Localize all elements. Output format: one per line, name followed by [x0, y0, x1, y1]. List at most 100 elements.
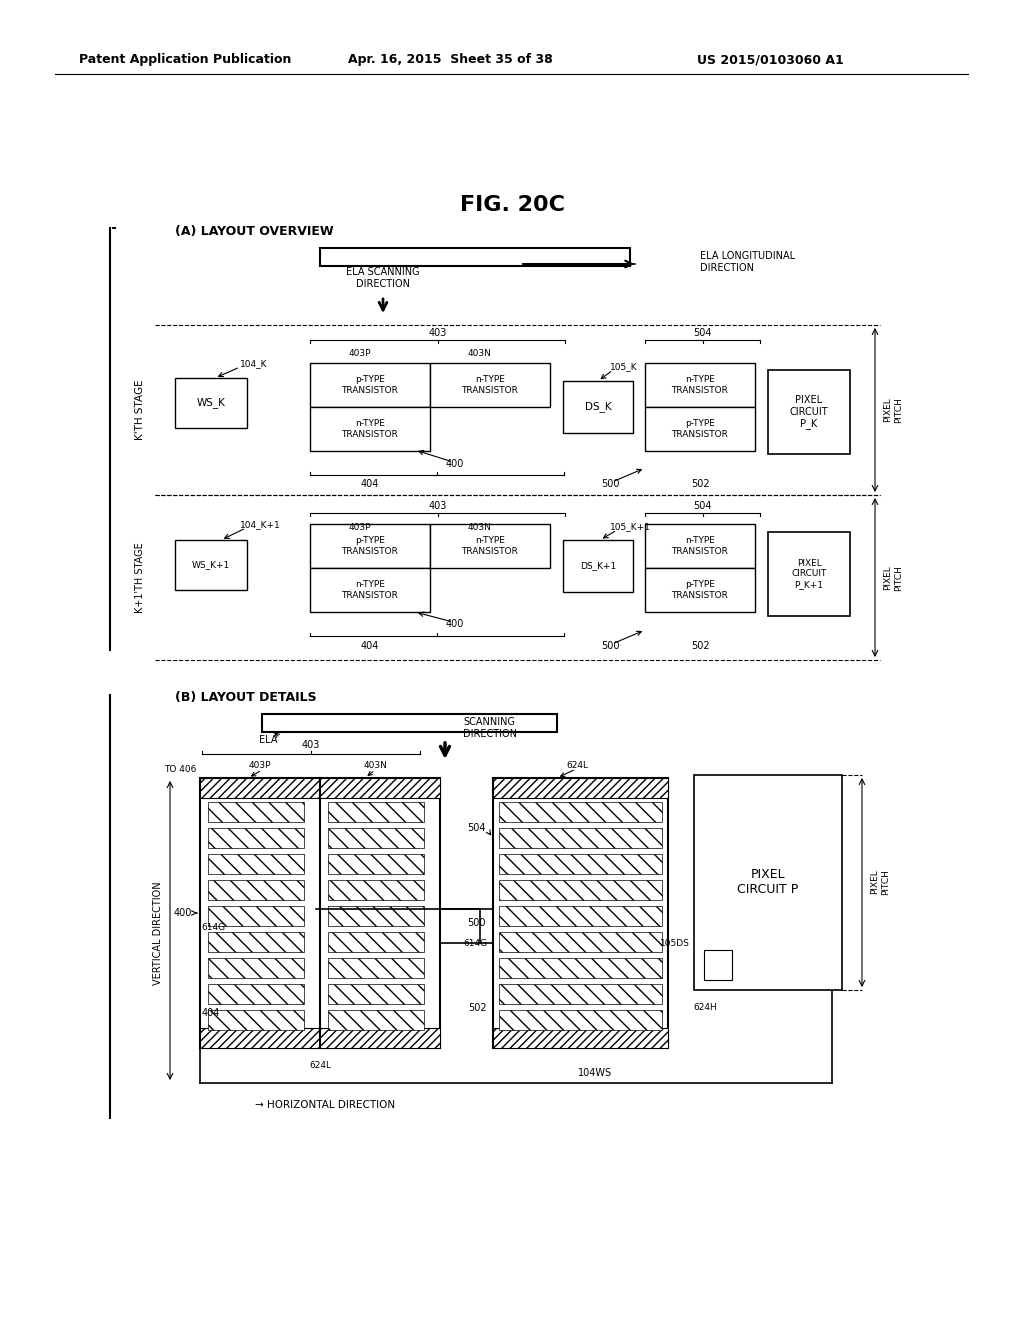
Bar — [499, 983, 662, 1005]
Bar — [328, 983, 424, 1005]
Bar — [563, 540, 633, 591]
Text: p-TYPE
TRANSISTOR: p-TYPE TRANSISTOR — [672, 581, 728, 599]
Text: VERTICAL DIRECTION: VERTICAL DIRECTION — [153, 882, 163, 985]
Bar — [200, 1028, 440, 1048]
Bar — [430, 363, 550, 407]
Bar — [328, 932, 424, 952]
Text: DS_K+1: DS_K+1 — [580, 561, 616, 570]
Text: p-TYPE
TRANSISTOR: p-TYPE TRANSISTOR — [342, 536, 398, 556]
Bar — [499, 906, 662, 927]
Bar — [208, 803, 304, 822]
Text: 502: 502 — [468, 1003, 487, 1012]
Text: 403P: 403P — [349, 350, 372, 359]
Text: 400: 400 — [174, 908, 193, 917]
Bar — [328, 880, 424, 900]
Bar — [208, 1010, 304, 1030]
Text: SCANNING
DIRECTION: SCANNING DIRECTION — [463, 717, 517, 739]
Bar — [499, 1010, 662, 1030]
Text: K+1'TH STAGE: K+1'TH STAGE — [135, 543, 145, 614]
Text: 404: 404 — [360, 479, 379, 488]
Bar — [499, 958, 662, 978]
Text: 104_K: 104_K — [240, 359, 267, 368]
Bar — [430, 524, 550, 568]
Bar — [499, 828, 662, 847]
Bar — [310, 363, 430, 407]
Text: 504: 504 — [468, 822, 486, 833]
Text: Patent Application Publication: Patent Application Publication — [79, 54, 291, 66]
Text: 403: 403 — [302, 741, 321, 750]
Bar — [694, 775, 842, 990]
Text: n-TYPE
TRANSISTOR: n-TYPE TRANSISTOR — [672, 536, 728, 556]
Bar — [208, 983, 304, 1005]
Text: 403N: 403N — [468, 350, 492, 359]
Text: PIXEL
PITCH: PIXEL PITCH — [884, 565, 903, 591]
Bar — [499, 854, 662, 874]
Text: 400: 400 — [445, 459, 464, 469]
Bar — [319, 248, 630, 267]
Text: n-TYPE
TRANSISTOR: n-TYPE TRANSISTOR — [342, 420, 398, 438]
Text: 502: 502 — [690, 479, 710, 488]
Text: 104WS: 104WS — [578, 1068, 612, 1078]
Text: 403: 403 — [428, 502, 446, 511]
Bar — [208, 880, 304, 900]
Bar — [768, 370, 850, 454]
Bar — [499, 803, 662, 822]
Text: ELA: ELA — [259, 735, 278, 744]
Text: n-TYPE
TRANSISTOR: n-TYPE TRANSISTOR — [462, 375, 518, 395]
Bar — [200, 777, 440, 799]
Text: 502: 502 — [690, 642, 710, 651]
Bar — [493, 777, 668, 1048]
Text: 105_K+1: 105_K+1 — [610, 523, 651, 532]
Text: 404: 404 — [202, 1008, 220, 1018]
Text: WS_K: WS_K — [197, 397, 225, 408]
Bar — [208, 828, 304, 847]
Bar — [705, 950, 732, 979]
Text: 105_K: 105_K — [610, 363, 638, 371]
Bar — [208, 854, 304, 874]
Text: K'TH STAGE: K'TH STAGE — [135, 380, 145, 441]
Text: PIXEL
CIRCUIT P: PIXEL CIRCUIT P — [737, 869, 799, 896]
Text: 404: 404 — [360, 642, 379, 651]
Bar — [328, 854, 424, 874]
Text: 403P: 403P — [249, 762, 271, 771]
Bar — [310, 407, 430, 451]
Bar — [645, 407, 755, 451]
Text: 403N: 403N — [364, 762, 387, 771]
Text: 105DS: 105DS — [660, 939, 690, 948]
Bar — [493, 777, 668, 799]
Text: 614G: 614G — [201, 924, 225, 932]
Bar — [208, 906, 304, 927]
Bar — [499, 932, 662, 952]
Bar — [499, 880, 662, 900]
Text: 624H: 624H — [693, 1003, 717, 1012]
Text: ELA LONGITUDINAL
DIRECTION: ELA LONGITUDINAL DIRECTION — [700, 251, 795, 273]
Bar — [645, 568, 755, 612]
Text: Apr. 16, 2015  Sheet 35 of 38: Apr. 16, 2015 Sheet 35 of 38 — [347, 54, 552, 66]
Text: DS_K: DS_K — [585, 401, 611, 412]
Text: WS_K+1: WS_K+1 — [191, 561, 230, 569]
Bar — [175, 378, 247, 428]
Bar — [208, 932, 304, 952]
Bar — [493, 1028, 668, 1048]
Bar — [175, 540, 247, 590]
Text: PIXEL
PITCH: PIXEL PITCH — [870, 869, 890, 895]
Text: 504: 504 — [693, 327, 712, 338]
Bar — [262, 714, 557, 733]
Text: PIXEL
CIRCUIT
P_K: PIXEL CIRCUIT P_K — [790, 395, 828, 429]
Bar — [328, 828, 424, 847]
Bar — [328, 1010, 424, 1030]
Bar — [328, 958, 424, 978]
Text: 403: 403 — [428, 327, 446, 338]
Text: ELA SCANNING
DIRECTION: ELA SCANNING DIRECTION — [346, 267, 420, 289]
Bar — [768, 532, 850, 616]
Bar — [328, 906, 424, 927]
Bar — [645, 524, 755, 568]
Text: 624L: 624L — [566, 760, 588, 770]
Text: n-TYPE
TRANSISTOR: n-TYPE TRANSISTOR — [462, 536, 518, 556]
Text: p-TYPE
TRANSISTOR: p-TYPE TRANSISTOR — [672, 420, 728, 438]
Text: (B) LAYOUT DETAILS: (B) LAYOUT DETAILS — [175, 692, 316, 705]
Text: 624L: 624L — [309, 1061, 331, 1071]
Text: → HORIZONTAL DIRECTION: → HORIZONTAL DIRECTION — [255, 1100, 395, 1110]
Text: n-TYPE
TRANSISTOR: n-TYPE TRANSISTOR — [672, 375, 728, 395]
Bar — [310, 568, 430, 612]
